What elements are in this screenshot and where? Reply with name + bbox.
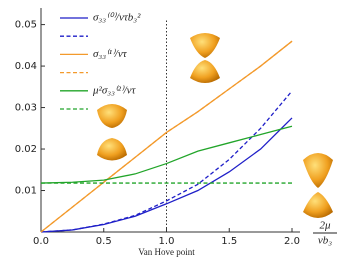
- x-label-den: vb₃: [318, 235, 332, 247]
- y-tick-label: 0.02: [15, 144, 37, 155]
- legend-label: σ₃₃⁽⁰⁾/vτb₃²: [93, 12, 141, 24]
- series-line: [40, 90, 293, 233]
- legend-label: μ²σ₃₃⁽²⁾/vτ: [92, 84, 137, 96]
- series-line: [40, 40, 293, 233]
- fermi-surface-icons: [97, 33, 333, 218]
- van-hove-label: Van Hove point: [138, 247, 195, 257]
- x-tick-label: 0.5: [96, 236, 112, 247]
- y-tick-label: 0.04: [15, 61, 37, 72]
- x-tick-label: 2.0: [284, 236, 300, 247]
- x-tick-label: 1.0: [159, 236, 175, 247]
- x-tick-label: 1.5: [221, 236, 237, 247]
- y-tick-label: 0.03: [15, 103, 37, 114]
- series-line: [40, 125, 293, 184]
- y-tick-label: 0.05: [15, 20, 37, 31]
- y-tick-label: 0.01: [15, 186, 37, 197]
- legend-label: σ₃₃⁽¹⁾/vτ: [93, 48, 128, 60]
- x-tick-label: 0.0: [33, 236, 49, 247]
- x-label-num: 2μ: [319, 220, 331, 232]
